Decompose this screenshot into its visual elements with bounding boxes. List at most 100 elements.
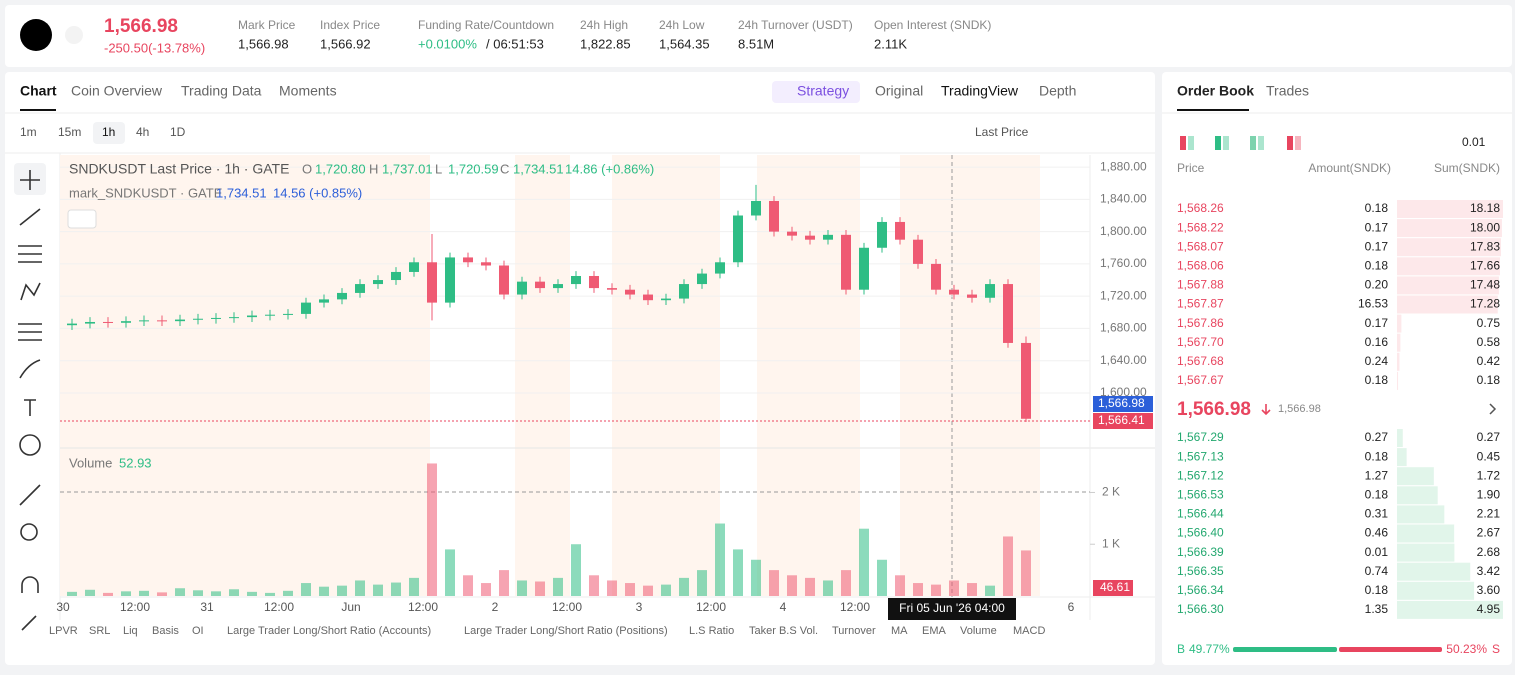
order-price[interactable]: 1,567.88 (1177, 278, 1224, 292)
view-option[interactable]: TradingView (941, 83, 1019, 99)
indicator[interactable]: Taker B.S Vol. (749, 625, 818, 637)
order-amount: 0.17 (1365, 316, 1389, 330)
view-icon[interactable] (1287, 136, 1293, 150)
indicator[interactable]: Volume (960, 625, 997, 637)
order-price[interactable]: 1,568.22 (1177, 220, 1224, 234)
order-price[interactable]: 1,568.07 (1177, 239, 1224, 253)
chart-tab[interactable]: Trading Data (181, 83, 262, 99)
candle-body (301, 302, 311, 314)
price-source[interactable]: Last Price (975, 125, 1029, 139)
order-price[interactable]: 1,566.30 (1177, 602, 1224, 616)
chart-tab[interactable]: Chart (20, 83, 57, 99)
crosshair-tag-bg (888, 598, 1016, 620)
order-price[interactable]: 1,567.87 (1177, 297, 1224, 311)
view-icon[interactable] (1258, 136, 1264, 150)
indicator[interactable]: Basis (152, 625, 179, 637)
volume-bar (553, 577, 563, 596)
candle-body (265, 314, 275, 316)
view-icon[interactable] (1223, 136, 1229, 150)
volume-bar (823, 580, 833, 596)
order-price[interactable]: 1,567.29 (1177, 430, 1224, 444)
indicator[interactable]: L.S Ratio (689, 625, 734, 637)
stat-label: Funding Rate/Countdown (418, 18, 554, 32)
order-sum: 17.83 (1470, 239, 1500, 253)
candle-body (895, 221, 905, 240)
stat-value: 1,566.98 (238, 36, 289, 51)
view-icon[interactable] (1215, 136, 1221, 150)
volume-bar (625, 583, 635, 596)
candle-body (211, 317, 221, 319)
indicator[interactable]: Turnover (832, 625, 876, 637)
order-price[interactable]: 1,568.06 (1177, 258, 1224, 272)
order-price[interactable]: 1,566.40 (1177, 526, 1224, 540)
view-option[interactable]: Depth (1039, 83, 1076, 99)
order-price[interactable]: 1,566.53 (1177, 487, 1224, 501)
indicator[interactable]: Liq (123, 625, 138, 637)
interval-active-bg (93, 122, 125, 144)
indicator[interactable]: LPVR (49, 625, 78, 637)
favorite-star[interactable] (65, 26, 83, 44)
indicator[interactable]: Large Trader Long/Short Ratio (Positions… (464, 625, 668, 637)
volume-bar (427, 463, 437, 596)
order-sum: 2.67 (1477, 526, 1501, 540)
order-sum: 1.90 (1477, 487, 1501, 501)
y-tick-label: 1,640.00 (1100, 353, 1147, 367)
order-price[interactable]: 1,567.67 (1177, 373, 1224, 387)
precision[interactable]: 0.01 (1462, 135, 1486, 149)
order-amount: 0.17 (1365, 220, 1389, 234)
indicator[interactable]: MA (891, 625, 908, 637)
volume-bar (715, 523, 725, 596)
y-tick-label: 1,800.00 (1100, 224, 1147, 238)
candle-body (625, 289, 635, 295)
view-icon[interactable] (1295, 136, 1301, 150)
chart-tab[interactable]: Moments (279, 83, 337, 99)
drawing-tools[interactable] (14, 163, 46, 631)
column-header: Price (1177, 161, 1205, 175)
candle-body (751, 200, 761, 216)
x-tick-label: 12:00 (552, 600, 582, 614)
order-amount: 0.20 (1365, 278, 1389, 292)
order-price[interactable]: 1,566.34 (1177, 583, 1224, 597)
view-icon[interactable] (1180, 136, 1186, 150)
candle-body (607, 288, 617, 290)
volume-bar (355, 580, 365, 596)
order-price[interactable]: 1,566.44 (1177, 507, 1224, 521)
volume-bar (877, 559, 887, 596)
price-tag: 1,566.41 (1098, 413, 1145, 427)
order-price[interactable]: 1,567.70 (1177, 335, 1224, 349)
order-price[interactable]: 1,566.35 (1177, 564, 1224, 578)
volume-bar (193, 590, 203, 596)
order-price[interactable]: 1,567.68 (1177, 354, 1224, 368)
indicator[interactable]: MACD (1013, 625, 1045, 637)
top-bar (5, 5, 1512, 67)
collapse-legend[interactable] (67, 209, 97, 229)
indicator[interactable]: Large Trader Long/Short Ratio (Accounts) (227, 625, 431, 637)
view-option[interactable]: Strategy (797, 83, 849, 99)
interval[interactable]: 1m (20, 125, 37, 139)
expand-arrow[interactable] (1489, 403, 1497, 415)
volume-bar (121, 591, 131, 596)
order-amount: 0.01 (1365, 545, 1389, 559)
indicator[interactable]: SRL (89, 625, 110, 637)
interval[interactable]: 1D (170, 125, 186, 139)
volume-bar (733, 549, 743, 596)
order-price[interactable]: 1,567.12 (1177, 468, 1224, 482)
interval[interactable]: 4h (136, 125, 149, 139)
ob-tab[interactable]: Order Book (1177, 83, 1254, 99)
interval[interactable]: 15m (58, 125, 81, 139)
order-price[interactable]: 1,568.26 (1177, 201, 1224, 215)
order-price[interactable]: 1,567.86 (1177, 316, 1224, 330)
stat-label: Index Price (320, 18, 380, 32)
chart-tab[interactable]: Coin Overview (71, 83, 163, 99)
view-icon[interactable] (1250, 136, 1256, 150)
indicator[interactable]: EMA (922, 625, 947, 637)
order-price[interactable]: 1,567.13 (1177, 449, 1224, 463)
order-price[interactable]: 1,566.39 (1177, 545, 1224, 559)
volume-bar (589, 575, 599, 596)
view-option[interactable]: Original (875, 83, 923, 99)
indicator[interactable]: OI (192, 625, 204, 637)
interval[interactable]: 1h (102, 125, 115, 139)
view-icon[interactable] (1188, 136, 1194, 150)
order-amount: 0.17 (1365, 239, 1389, 253)
ob-tab[interactable]: Trades (1266, 83, 1309, 99)
